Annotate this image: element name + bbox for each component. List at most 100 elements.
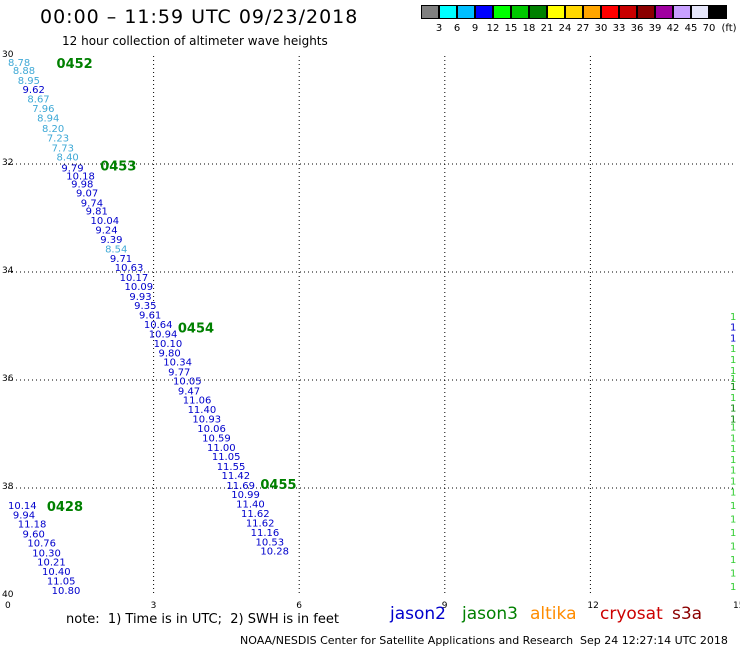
color-swatch <box>493 5 511 19</box>
y-tick-label: 30 <box>2 50 14 60</box>
data-point-label: 11.42 <box>222 471 251 482</box>
x-tick-label: 15 <box>733 601 740 611</box>
data-point-label: 7.96 <box>32 104 54 115</box>
color-swatch <box>547 5 565 19</box>
data-point-label: 14.3 <box>730 444 736 455</box>
data-point-label: 11.16 <box>251 528 280 539</box>
legend-entry: s3a <box>672 604 703 624</box>
color-swatch <box>637 5 655 19</box>
data-point-label: 9.60 <box>23 529 45 540</box>
data-point-label: 8.67 <box>27 95 49 106</box>
data-point-label: 10.53 <box>256 538 285 549</box>
data-point-label: 10.28 <box>260 547 289 558</box>
footer-note: note: 1) Time is in UTC; 2) SWH is in fe… <box>66 612 339 627</box>
data-point-label: 10.64 <box>144 320 173 331</box>
color-swatch <box>475 5 493 19</box>
data-point-label: 14.0 <box>730 393 736 404</box>
data-point-label: 11.40 <box>236 500 265 511</box>
color-swatch <box>619 5 637 19</box>
color-scale-label: 24 <box>558 23 572 34</box>
data-point-label: 13.01 <box>730 595 736 596</box>
data-point-label: 9.71 <box>110 254 132 265</box>
color-swatch <box>511 5 529 19</box>
data-point-label: 12 <box>730 312 736 323</box>
data-point-label: 14.5 <box>730 423 736 434</box>
color-swatch <box>655 5 673 19</box>
data-point-label: 14.3 <box>730 501 736 512</box>
color-scale-label: 9 <box>471 23 479 34</box>
data-point-label: 9.98 <box>71 180 93 191</box>
data-point-label: 7.73 <box>52 143 74 154</box>
color-scale-label: 27 <box>576 23 590 34</box>
data-point-label: 9.07 <box>76 189 98 200</box>
x-tick-label: 12 <box>587 601 599 611</box>
data-point-label: 10.59 <box>202 433 231 444</box>
data-point-label: 11.00 <box>207 443 236 454</box>
data-point-label: 10.09 <box>124 282 153 293</box>
data-point-label: 9.61 <box>139 311 161 322</box>
data-point-label: 13.93 <box>730 514 736 525</box>
data-point-label: 14. <box>730 374 736 385</box>
color-scale-label: 36 <box>630 23 644 34</box>
data-point-label: 14.0 <box>730 433 736 444</box>
data-point-label: 11.62 <box>241 509 270 520</box>
data-point-label: 7.23 <box>47 134 69 145</box>
data-point-label: 10.94 <box>149 330 178 341</box>
data-point-label: 11.40 <box>188 405 217 416</box>
color-scale-label: 70 <box>702 23 716 34</box>
color-scale-label: 45 <box>684 23 698 34</box>
data-point-label: 11.06 <box>183 396 212 407</box>
color-swatch <box>421 5 439 19</box>
color-swatch <box>673 5 691 19</box>
plot-svg: 8.788.888.959.628.677.968.948.207.237.73… <box>8 56 736 596</box>
data-point-label: 9.74 <box>81 198 103 209</box>
data-point-label: 10.18 <box>66 171 95 182</box>
color-swatch <box>691 5 709 19</box>
data-point-label: 9.35 <box>134 301 156 312</box>
data-point-label: 10 <box>730 323 736 334</box>
color-scale-label: 21 <box>540 23 554 34</box>
data-point-label: 11 <box>730 333 736 344</box>
credit-text: NOAA/NESDIS Center for Satellite Applica… <box>240 634 574 647</box>
data-point-label: 11.18 <box>18 520 47 531</box>
pass-time-label: 0455 <box>260 478 296 493</box>
legend-entry: jason2 <box>390 604 446 624</box>
color-scale-label: 6 <box>453 23 461 34</box>
x-tick-label: 9 <box>441 601 448 611</box>
data-point-label: 10.14 <box>8 501 37 512</box>
color-swatch <box>709 5 727 19</box>
legend-entry: cryosat <box>600 604 663 624</box>
data-point-label: 13.8 <box>730 487 736 498</box>
data-point-label: 14.3 <box>730 477 736 488</box>
data-point-label: 12 <box>730 344 736 355</box>
data-point-label: 12 <box>730 355 736 366</box>
data-point-label: 10.93 <box>192 414 221 425</box>
color-swatch <box>601 5 619 19</box>
data-point-label: 8.94 <box>37 114 59 125</box>
data-point-label: 11.05 <box>212 452 241 463</box>
pass-time-label: 0452 <box>57 57 93 72</box>
data-point-label: 9.81 <box>86 207 108 218</box>
color-swatch <box>529 5 547 19</box>
color-scale-label: 12 <box>486 23 500 34</box>
data-point-label: 14. <box>730 366 736 377</box>
data-point-label: 11.05 <box>47 576 76 587</box>
data-point-label: 10.40 <box>42 567 71 578</box>
data-point-label: 8.40 <box>57 153 79 164</box>
data-point-label: 9.24 <box>95 225 117 236</box>
data-point-label: 9.79 <box>61 163 83 174</box>
plot-area: 8.78 8.88 8.95 9.62 8.67 7.96 8.94 8.20 7.23 7.73… <box>8 56 736 596</box>
timestamp-text: Sep 24 12:27:14 UTC 2018 <box>580 634 728 647</box>
data-point-label: 10.21 <box>37 558 66 569</box>
legend-entry: altika <box>530 604 577 624</box>
data-point-label: 8.20 <box>42 124 64 135</box>
color-swatch <box>565 5 583 19</box>
color-swatch <box>457 5 475 19</box>
chart-title: 00:00 – 11:59 UTC 09/23/2018 <box>40 6 359 28</box>
data-point-label: 9.80 <box>158 349 180 360</box>
data-point-label: 8.78 <box>8 58 30 69</box>
data-point-label: 9.77 <box>168 367 190 378</box>
data-point-label: 9.94 <box>13 511 35 522</box>
color-swatch <box>583 5 601 19</box>
data-point-label: 10.05 <box>173 377 202 388</box>
